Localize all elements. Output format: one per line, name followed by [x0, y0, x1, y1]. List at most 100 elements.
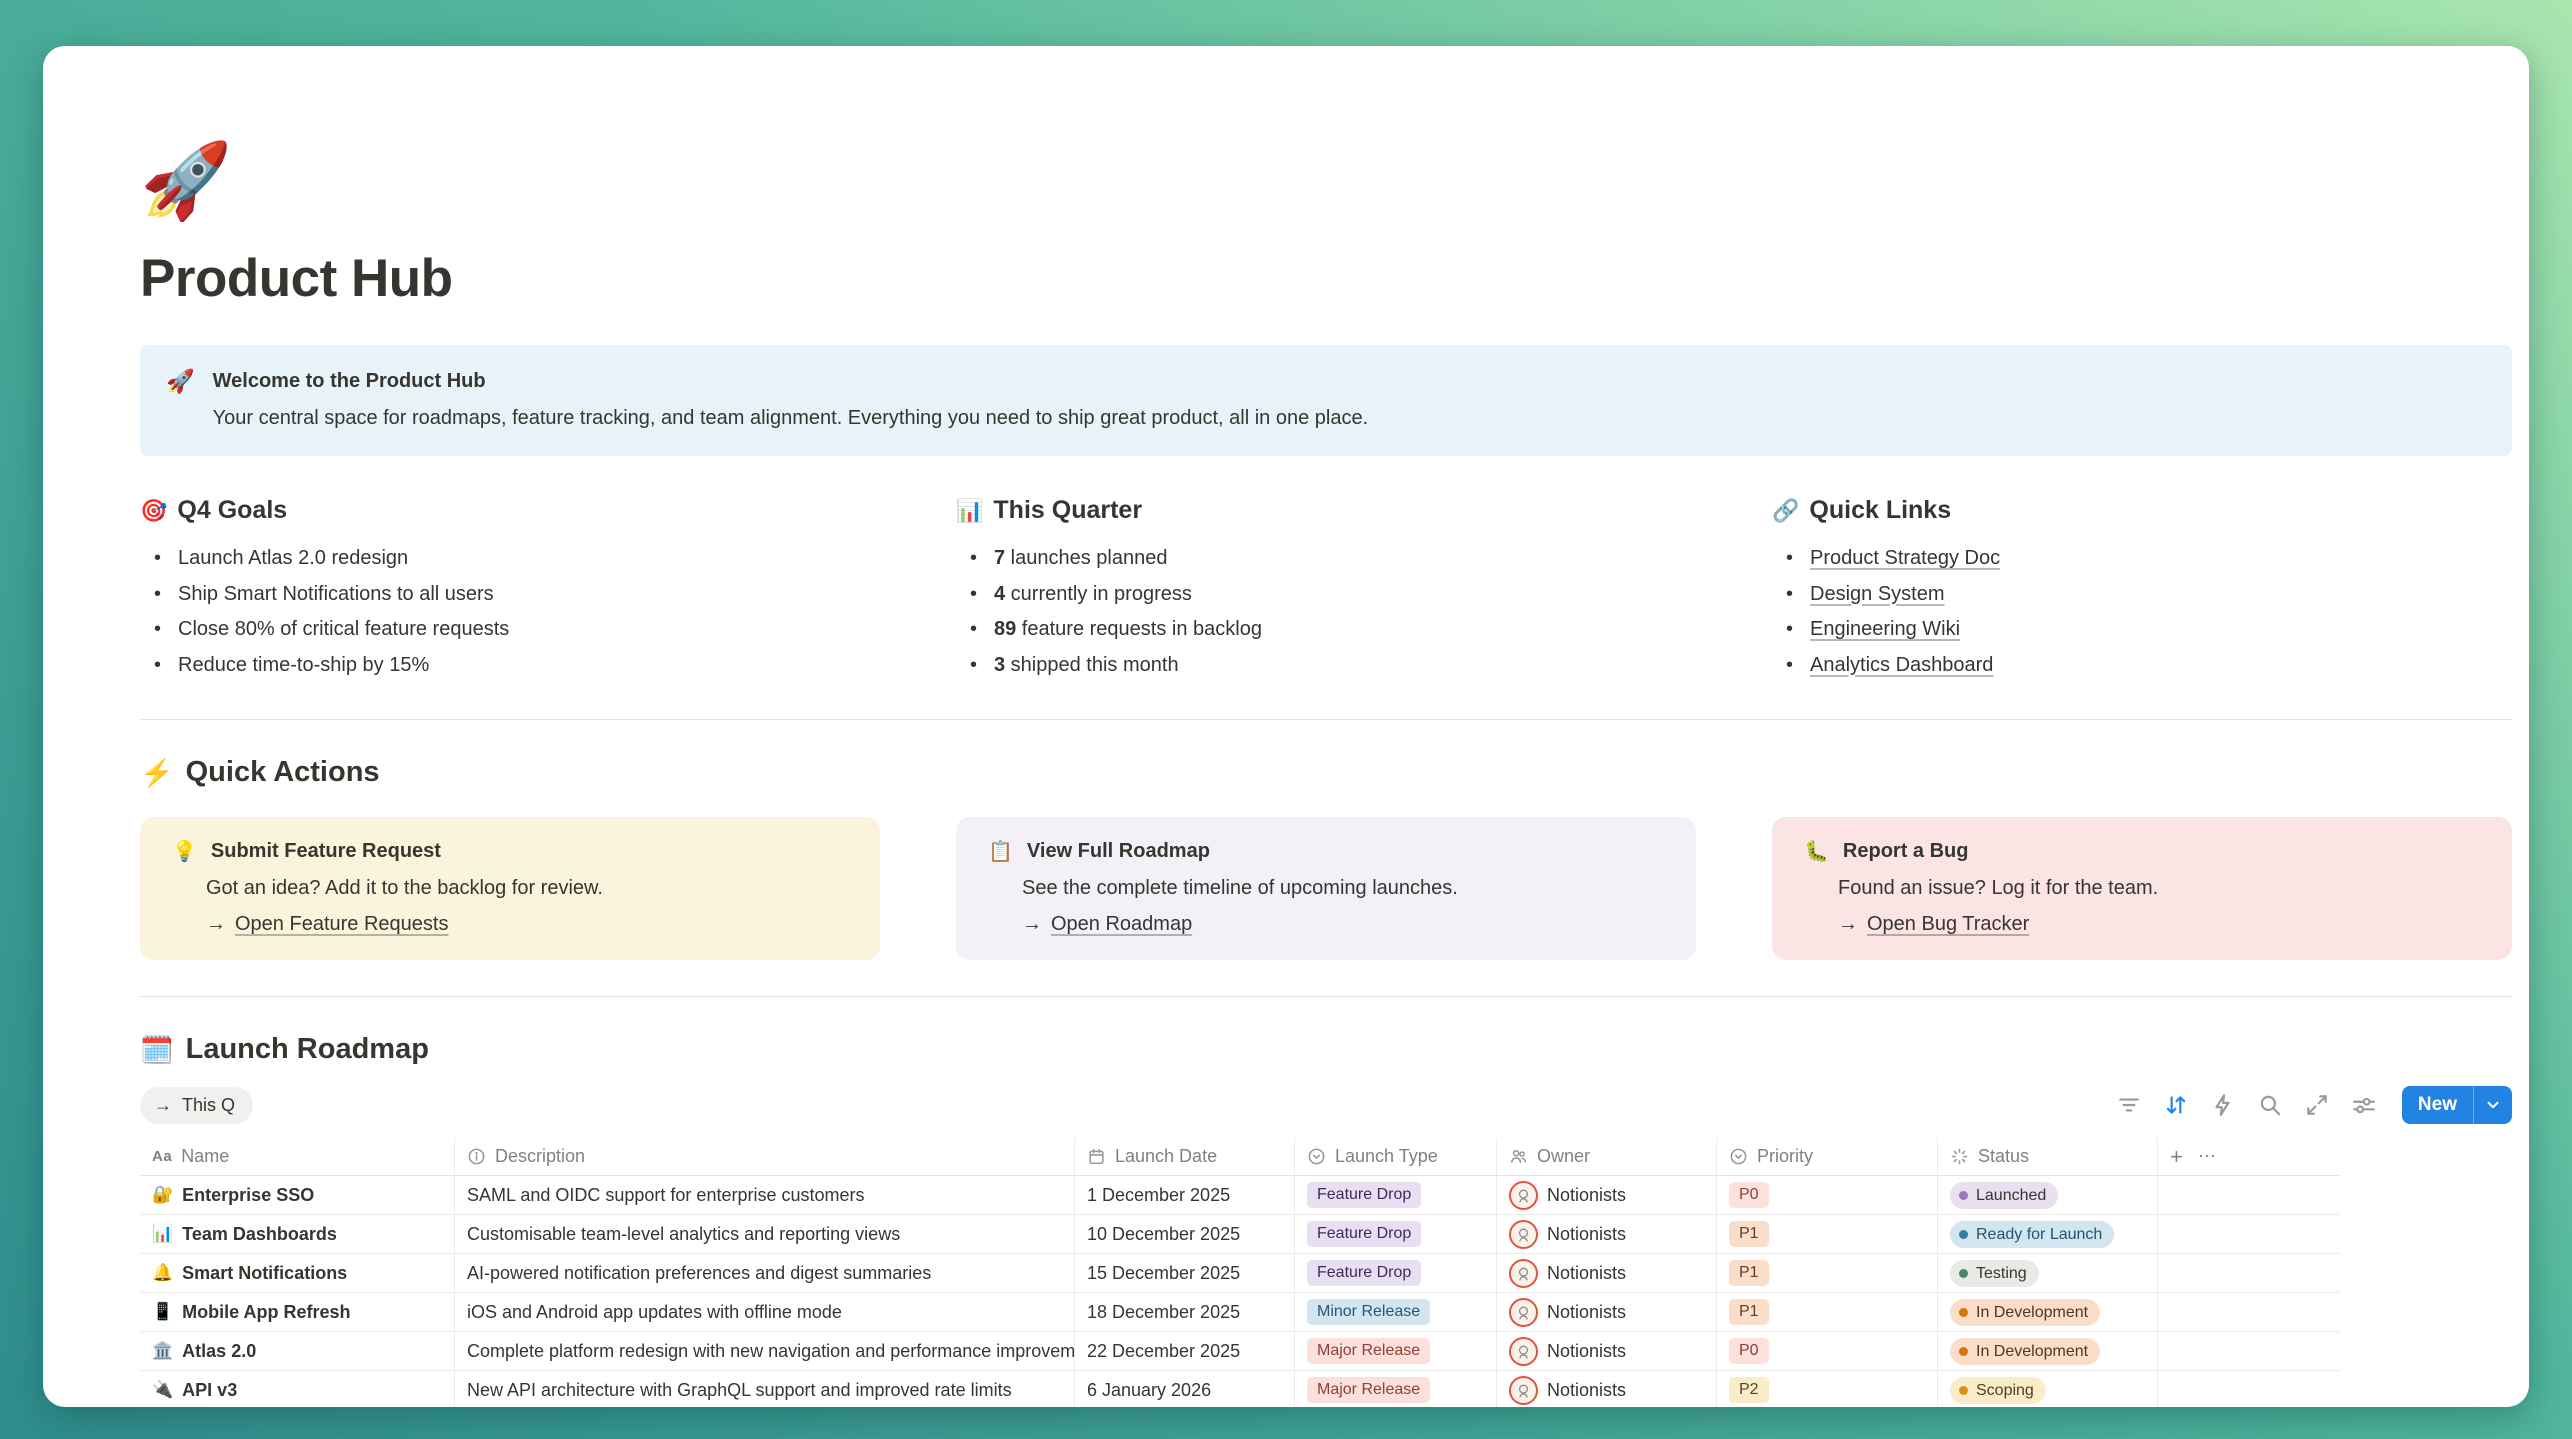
- column-header-description[interactable]: Description: [455, 1138, 1075, 1175]
- table-row[interactable]: 🔔 Smart Notifications AI-powered notifica…: [140, 1254, 2340, 1293]
- card-report-a-bug: 🐛 Report a Bug Found an issue? Log it fo…: [1772, 817, 2512, 960]
- cell-name[interactable]: 🔐 Enterprise SSO: [140, 1176, 455, 1214]
- cell-priority[interactable]: P2: [1717, 1371, 1938, 1407]
- owner-avatar: [1509, 1219, 1538, 1249]
- rocket-icon: 🚀: [166, 368, 195, 394]
- cell-status[interactable]: In Development: [1938, 1332, 2158, 1370]
- column-header-priority[interactable]: Priority: [1717, 1138, 1938, 1175]
- cell-empty: [2158, 1332, 2340, 1370]
- cell-description[interactable]: SAML and OIDC support for enterprise cus…: [455, 1176, 1075, 1214]
- new-button-dropdown[interactable]: [2473, 1086, 2512, 1124]
- cell-owner[interactable]: Notionists: [1497, 1254, 1717, 1292]
- table-row[interactable]: 🏛️ Atlas 2.0 Complete platform redesign w…: [140, 1332, 2340, 1371]
- stat-number: 7: [994, 547, 1006, 569]
- cell-launch-type[interactable]: Feature Drop: [1295, 1215, 1497, 1253]
- table-row[interactable]: 📱 Mobile App Refresh iOS and Android app …: [140, 1293, 2340, 1332]
- automations-button[interactable]: [2206, 1088, 2240, 1122]
- priority-tag: P1: [1729, 1299, 1769, 1325]
- sort-button[interactable]: [2159, 1088, 2193, 1122]
- owner-avatar: [1509, 1375, 1538, 1405]
- column-header-name[interactable]: Aa Name: [140, 1138, 455, 1175]
- cell-priority[interactable]: P0: [1717, 1332, 1938, 1370]
- cell-description[interactable]: New API architecture with GraphQL suppor…: [455, 1371, 1075, 1407]
- cell-name[interactable]: 📊 Team Dashboards: [140, 1215, 455, 1253]
- link-product-strategy-doc[interactable]: Product Strategy Doc: [1810, 547, 2001, 569]
- cell-priority[interactable]: P1: [1717, 1293, 1938, 1331]
- cell-owner[interactable]: Notionists: [1497, 1215, 1717, 1253]
- cell-launch-type[interactable]: Major Release: [1295, 1332, 1497, 1370]
- expand-button[interactable]: [2300, 1088, 2334, 1122]
- cell-owner[interactable]: Notionists: [1497, 1176, 1717, 1214]
- link-engineering-wiki[interactable]: Engineering Wiki: [1810, 618, 1961, 640]
- quick-link-item: Design System: [1772, 577, 2512, 613]
- cell-launch-type[interactable]: Feature Drop: [1295, 1254, 1497, 1292]
- cell-priority[interactable]: P0: [1717, 1176, 1938, 1214]
- new-button-label[interactable]: New: [2417, 1094, 2457, 1115]
- row-date: 15 December 2025: [1087, 1262, 1241, 1283]
- cell-name[interactable]: 🔔 Smart Notifications: [140, 1254, 455, 1292]
- page-title[interactable]: Product Hub: [140, 249, 453, 308]
- cell-status[interactable]: Testing: [1938, 1254, 2158, 1292]
- column-header-add-property[interactable]: + ⋯: [2158, 1138, 2340, 1175]
- column-header-owner[interactable]: Owner: [1497, 1138, 1717, 1175]
- table-row[interactable]: 🔐 Enterprise SSO SAML and OIDC support fo…: [140, 1176, 2340, 1215]
- cell-owner[interactable]: Notionists: [1497, 1332, 1717, 1370]
- view-settings-button[interactable]: [2347, 1088, 2381, 1122]
- section-divider: [140, 996, 2512, 997]
- cell-name[interactable]: 📱 Mobile App Refresh: [140, 1293, 455, 1331]
- cell-launch-date[interactable]: 15 December 2025: [1075, 1254, 1295, 1292]
- cell-launch-date[interactable]: 1 December 2025: [1075, 1176, 1295, 1214]
- select-icon: [1730, 1148, 1747, 1165]
- cell-description[interactable]: Complete platform redesign with new navi…: [455, 1332, 1075, 1370]
- card-title-row: 🐛 Report a Bug: [1804, 839, 2480, 864]
- page-icon[interactable]: 🚀: [140, 139, 233, 222]
- search-button[interactable]: [2253, 1088, 2287, 1122]
- cell-status[interactable]: In Development: [1938, 1293, 2158, 1331]
- stat-text: launches planned: [1005, 547, 1168, 569]
- expand-icon: [2307, 1095, 2327, 1115]
- cell-empty: [2158, 1176, 2340, 1214]
- open-roadmap-link[interactable]: Open Roadmap: [1051, 913, 1193, 935]
- column-header-launch-date[interactable]: Launch Date: [1075, 1138, 1295, 1175]
- open-bug-tracker-link[interactable]: Open Bug Tracker: [1867, 913, 2030, 935]
- cell-name[interactable]: 🔌 API v3: [140, 1371, 455, 1407]
- callout-body: Your central space for roadmaps, feature…: [212, 407, 1369, 429]
- cell-launch-type[interactable]: Minor Release: [1295, 1293, 1497, 1331]
- open-feature-requests-link[interactable]: Open Feature Requests: [235, 913, 449, 935]
- notion-page-card: 🚀 Product Hub 🚀 Welcome to the Product H…: [43, 46, 2529, 1407]
- owner-name: Notionists: [1547, 1379, 1627, 1400]
- table-row[interactable]: 📊 Team Dashboards Customisable team-level…: [140, 1215, 2340, 1254]
- cell-priority[interactable]: P1: [1717, 1254, 1938, 1292]
- cell-status[interactable]: Launched: [1938, 1176, 2158, 1214]
- cell-launch-date[interactable]: 22 December 2025: [1075, 1332, 1295, 1370]
- launch-type-tag: Major Release: [1307, 1377, 1431, 1403]
- cell-status[interactable]: Scoping: [1938, 1371, 2158, 1407]
- cell-owner[interactable]: Notionists: [1497, 1371, 1717, 1407]
- launch-type-tag: Minor Release: [1307, 1299, 1431, 1325]
- view-tab-this-q[interactable]: → This Q: [140, 1086, 254, 1124]
- table-row[interactable]: 🔌 API v3 New API architecture with GraphQ…: [140, 1371, 2340, 1407]
- view-tab-label: This Q: [182, 1094, 236, 1115]
- link-analytics-dashboard[interactable]: Analytics Dashboard: [1810, 653, 1994, 676]
- cell-launch-type[interactable]: Major Release: [1295, 1371, 1497, 1407]
- cell-launch-date[interactable]: 18 December 2025: [1075, 1293, 1295, 1331]
- cell-launch-type[interactable]: Feature Drop: [1295, 1176, 1497, 1214]
- filter-button[interactable]: [2112, 1088, 2146, 1122]
- more-options-icon[interactable]: ⋯: [2197, 1146, 2217, 1166]
- cell-priority[interactable]: P1: [1717, 1215, 1938, 1253]
- column-header-status[interactable]: Status: [1938, 1138, 2158, 1175]
- plus-icon[interactable]: +: [2170, 1143, 2183, 1169]
- cell-launch-date[interactable]: 6 January 2026: [1075, 1371, 1295, 1407]
- new-record-button[interactable]: New: [2401, 1086, 2512, 1124]
- cell-status[interactable]: Ready for Launch: [1938, 1215, 2158, 1253]
- cell-description[interactable]: iOS and Android app updates with offline…: [455, 1293, 1075, 1331]
- column-label: Launch Date: [1115, 1146, 1218, 1166]
- column-header-launch-type[interactable]: Launch Type: [1295, 1138, 1497, 1175]
- cell-owner[interactable]: Notionists: [1497, 1293, 1717, 1331]
- cell-launch-date[interactable]: 10 December 2025: [1075, 1215, 1295, 1253]
- cell-description[interactable]: AI-powered notification preferences and …: [455, 1254, 1075, 1292]
- cell-name[interactable]: 🏛️ Atlas 2.0: [140, 1332, 455, 1370]
- link-design-system[interactable]: Design System: [1810, 582, 1945, 605]
- cell-description[interactable]: Customisable team-level analytics and re…: [455, 1215, 1075, 1253]
- row-description: Customisable team-level analytics and re…: [467, 1223, 901, 1244]
